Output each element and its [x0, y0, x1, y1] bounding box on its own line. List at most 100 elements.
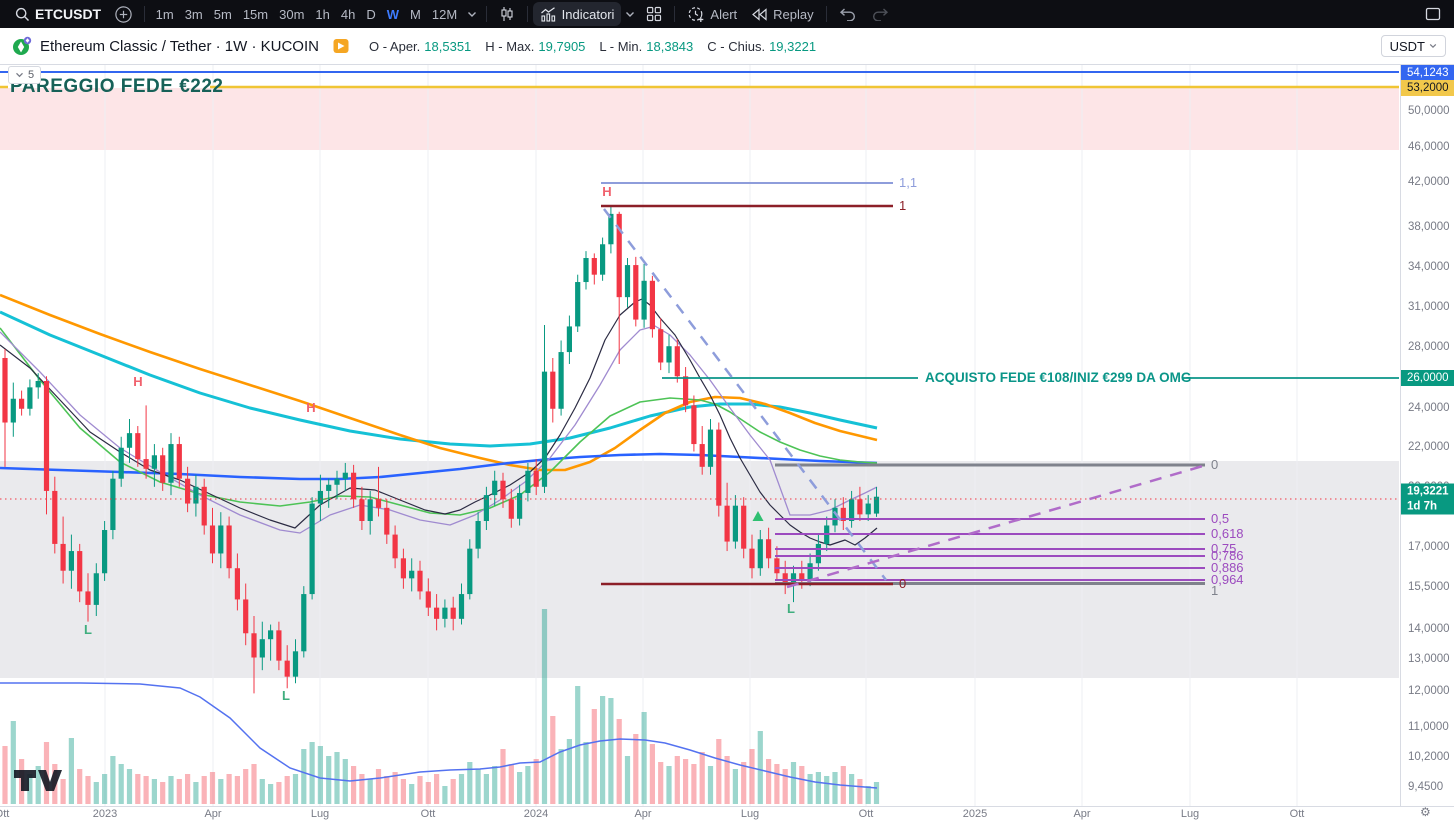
timeframe-4h[interactable]: 4h — [340, 6, 356, 22]
candle-body — [558, 352, 564, 409]
fullscreen-button[interactable] — [1418, 2, 1448, 26]
candle-body — [624, 265, 631, 298]
candle-body — [749, 548, 755, 569]
timeframe-30m[interactable]: 30m — [279, 6, 305, 22]
candle-body — [375, 499, 382, 508]
candle-body — [674, 346, 680, 377]
volume-bar — [201, 776, 207, 804]
volume-bar — [110, 756, 116, 804]
candle-body — [168, 444, 174, 483]
candle-body — [160, 455, 166, 483]
candle-body — [384, 507, 390, 535]
toolbar-divider — [825, 6, 827, 22]
time-axis[interactable]: Ott 2023 Apr Lug Ott 2024 Apr Lug Ott 2025 Apr Lug O… — [0, 806, 1454, 820]
volume-bar — [566, 739, 572, 804]
volume-bar — [766, 759, 772, 804]
compare-add-button[interactable] — [108, 2, 139, 26]
volume-bar — [633, 734, 639, 804]
volume-bar — [218, 779, 224, 804]
volume-bar — [774, 764, 780, 804]
volume-bar — [500, 749, 506, 804]
candle-body — [458, 594, 465, 619]
undo-button[interactable] — [832, 2, 864, 26]
alert-button[interactable]: Alert — [680, 2, 744, 26]
volume-bar — [450, 779, 456, 804]
candle-body — [550, 371, 556, 409]
volume-bar — [583, 742, 589, 804]
volume-bar — [209, 772, 216, 804]
chart-type-button[interactable] — [492, 2, 522, 26]
candle-body — [732, 505, 738, 542]
redo-button[interactable] — [864, 2, 896, 26]
volume-bar — [151, 779, 157, 804]
candle-body — [151, 455, 157, 469]
pink-zone — [0, 88, 1399, 150]
candle-body — [467, 548, 473, 595]
price-line-label: 54,1243 — [1401, 65, 1454, 81]
ohlc-value: 19,3221 — [769, 38, 817, 54]
indicator-templates-button[interactable] — [621, 2, 639, 26]
timeframe-15m[interactable]: 15m — [242, 6, 269, 22]
pivot-h-marker: H — [133, 374, 142, 389]
candle-body — [790, 573, 797, 584]
volume-bar — [359, 774, 365, 804]
toolbar-divider — [526, 6, 528, 22]
layout-grid-button[interactable] — [639, 2, 669, 26]
timeframe-M[interactable]: M — [410, 6, 421, 22]
volume-bar — [857, 779, 863, 804]
candle-body — [774, 558, 780, 574]
replay-button[interactable]: Replay — [744, 2, 820, 26]
timeframe-1h[interactable]: 1h — [315, 6, 330, 22]
timeframe-dropdown-button[interactable] — [463, 2, 481, 26]
volume-bar — [434, 774, 440, 804]
volume-bar — [342, 759, 348, 804]
symbol-title[interactable]: Ethereum Classic / Tether · 1W · KUCOIN — [40, 37, 319, 55]
ohlc-value: 18,5351 — [424, 38, 472, 54]
candle-body — [27, 387, 33, 409]
timeframe-D[interactable]: D — [366, 6, 376, 22]
volume-bar — [849, 774, 855, 804]
timeframe-W[interactable]: W — [386, 6, 400, 22]
timeframe-group: 1m 3m 5m 15m 30m 1h 4h D W M 12M — [150, 7, 463, 22]
candle-body — [193, 486, 199, 504]
kucoin-icon — [333, 39, 349, 53]
ma-blue — [0, 452, 878, 481]
ohlc-value: 18,3843 — [646, 38, 694, 54]
volume-bar — [724, 756, 730, 804]
toolbar-divider — [674, 6, 676, 22]
pareggio-annotation[interactable]: PAREGGIO FEDE €222 — [10, 76, 224, 97]
candle-body — [309, 503, 315, 595]
candle-body — [218, 525, 224, 554]
timeframe-5m[interactable]: 5m — [213, 6, 232, 22]
volume-bar — [317, 746, 323, 804]
volume-bar — [749, 749, 755, 804]
axis-settings-gear-icon[interactable]: ⚙ — [1420, 805, 1431, 819]
timeframe-12M[interactable]: 12M — [431, 6, 458, 22]
price-tick-label: 12,0000 — [1408, 685, 1450, 697]
candle-body — [334, 478, 340, 485]
ohlc-value: 19,7905 — [538, 38, 586, 54]
toolbar-divider — [144, 6, 146, 22]
timeframe-1m[interactable]: 1m — [155, 6, 174, 22]
candle-body — [683, 376, 689, 406]
currency-toggle-button[interactable]: USDT — [1380, 35, 1446, 57]
indicator-count-badge[interactable]: 5 — [8, 66, 42, 84]
volume-bar — [268, 784, 274, 804]
volume-bar — [741, 762, 747, 804]
timeframe-3m[interactable]: 3m — [184, 6, 203, 22]
time-tick-label: Apr — [204, 808, 222, 820]
candle-body — [351, 472, 357, 500]
volume-bar — [475, 769, 481, 804]
volume-bar — [525, 766, 531, 804]
tradingview-logo — [14, 770, 36, 791]
symbol-search-button[interactable]: ETCUSDT — [8, 2, 108, 26]
ohlc-label: O - Aper. — [368, 38, 421, 54]
symbol-name: ETCUSDT — [35, 6, 102, 22]
indicators-button[interactable]: Indicatori — [532, 2, 622, 26]
volume-ma — [0, 682, 878, 789]
acquisto-annotation[interactable]: ACQUISTO FEDE €108/INIZ €299 DA OMG — [925, 370, 1192, 385]
volume-bar — [707, 766, 714, 804]
redo-arrow-icon — [872, 8, 888, 21]
price-axis[interactable]: 50,0000 46,0000 42,0000 38,0000 34,0000 31,00… — [1400, 65, 1454, 806]
